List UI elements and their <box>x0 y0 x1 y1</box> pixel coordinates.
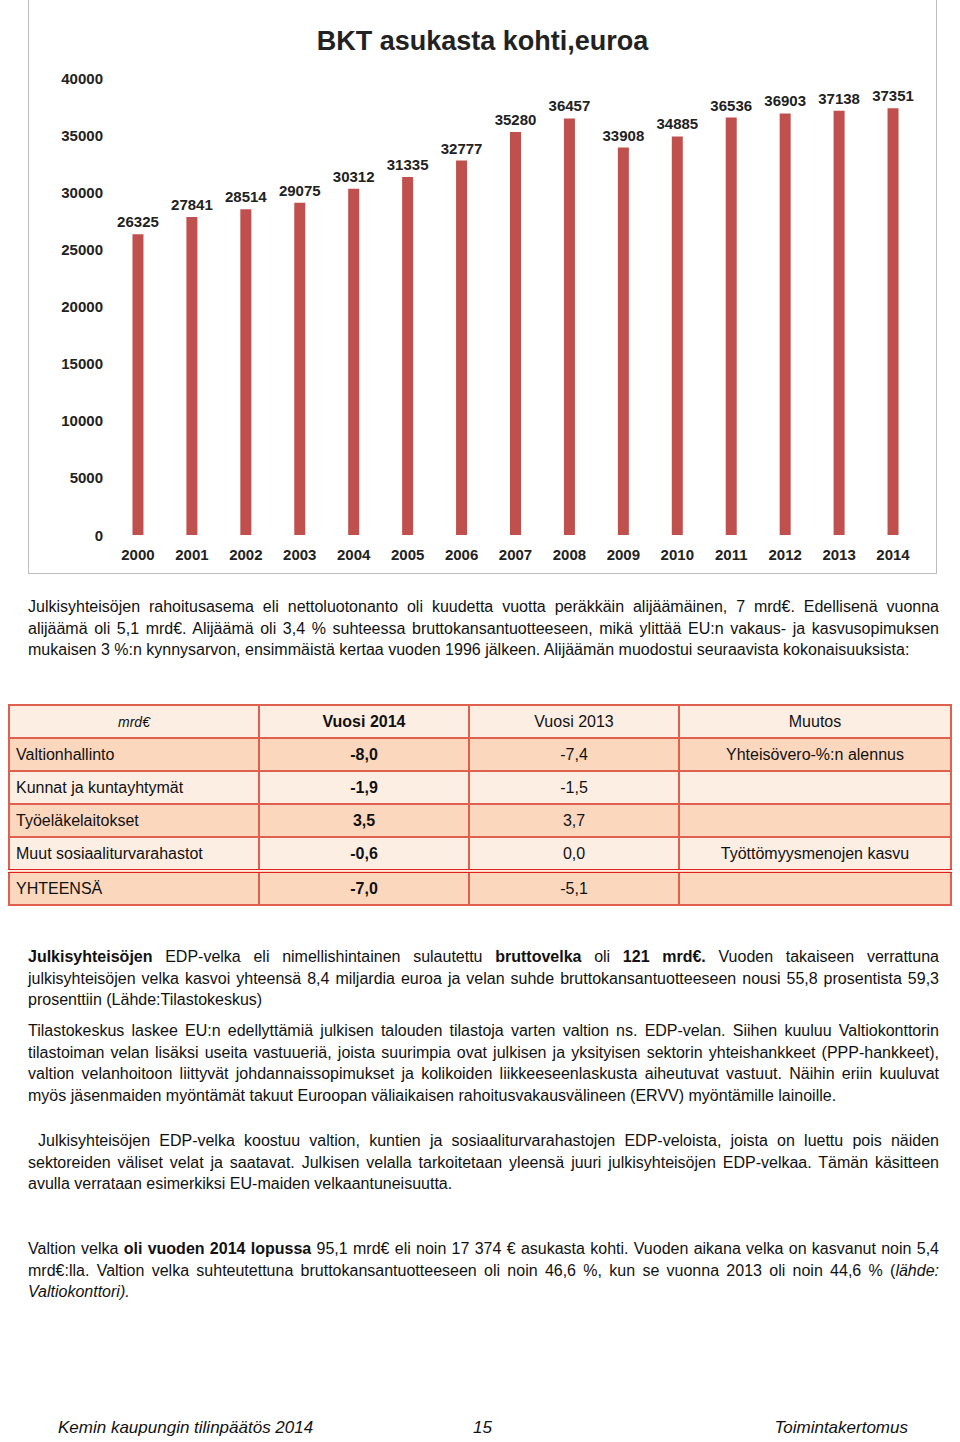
svg-text:BKT asukasta kohti,euroa: BKT asukasta kohti,euroa <box>317 26 650 56</box>
svg-text:27841: 27841 <box>171 196 213 213</box>
svg-text:2012: 2012 <box>768 546 801 563</box>
html-text:15: 15 <box>473 1418 492 1437</box>
svg-text:2000: 2000 <box>121 546 154 563</box>
svg-text:36903: 36903 <box>764 92 806 109</box>
html-text:-7,0: -7,0 <box>350 879 378 897</box>
svg-text:35280: 35280 <box>495 111 537 128</box>
html-text:Vuosi 2014: Vuosi 2014 <box>322 712 406 730</box>
svg-text:2005: 2005 <box>391 546 424 563</box>
html-text:Valtion velka oli vuoden 2014: Valtion velka oli vuoden 2014 lopussa 95… <box>28 1240 939 1301</box>
html-text:Tilastokeskus laskee EU:n edel: Tilastokeskus laskee EU:n edellyttämiä j… <box>28 1022 939 1105</box>
svg-text:2008: 2008 <box>553 546 586 563</box>
svg-text:2002: 2002 <box>229 546 262 563</box>
svg-text:34885: 34885 <box>656 115 698 132</box>
html-text:Kunnat ja kuntayhtymät: Kunnat ja kuntayhtymät <box>16 778 184 796</box>
svg-text:2006: 2006 <box>445 546 478 563</box>
svg-text:20000: 20000 <box>61 298 103 315</box>
svg-text:2007: 2007 <box>499 546 532 563</box>
svg-text:40000: 40000 <box>61 70 103 87</box>
svg-text:36536: 36536 <box>710 97 752 114</box>
html-text:Muut sosiaaliturvarahastot: Muut sosiaaliturvarahastot <box>16 844 203 862</box>
html-text:Työeläkelaitokset: Työeläkelaitokset <box>16 811 139 829</box>
html-text:Toimintakertomus: Toimintakertomus <box>774 1418 908 1437</box>
html-text:-0,6: -0,6 <box>350 844 378 862</box>
html-text:Työttömyysmenojen kasvu: Työttömyysmenojen kasvu <box>720 844 910 862</box>
html-text:Valtionhallinto: Valtionhallinto <box>16 745 115 763</box>
svg-text:33908: 33908 <box>603 127 645 144</box>
html-text:Julkisyhteisöjen rahoitusasema: Julkisyhteisöjen rahoitusasema eli netto… <box>28 598 939 659</box>
svg-text:5000: 5000 <box>70 469 103 486</box>
html-text:Julkisyhteisöjen EDP-velka eli: Julkisyhteisöjen EDP-velka eli nimellish… <box>28 948 939 1009</box>
svg-text:2003: 2003 <box>283 546 316 563</box>
svg-text:2014: 2014 <box>876 546 910 563</box>
svg-text:30312: 30312 <box>333 168 375 185</box>
html-text:0,0: 0,0 <box>562 844 586 862</box>
html-text:-1,9: -1,9 <box>350 778 378 796</box>
html-text:-7,4: -7,4 <box>560 745 588 763</box>
svg-text:0: 0 <box>95 527 103 544</box>
html-text:YHTEENSÄ: YHTEENSÄ <box>16 879 103 897</box>
html-text:Muutos: Muutos <box>788 712 842 730</box>
svg-text:2013: 2013 <box>822 546 855 563</box>
html-text:-8,0: -8,0 <box>350 745 378 763</box>
html-text:Yhteisövero-%:n alennus: Yhteisövero-%:n alennus <box>726 745 904 763</box>
html-text:3,7: 3,7 <box>562 811 586 829</box>
svg-text:26325: 26325 <box>117 213 159 230</box>
html-text:-5,1: -5,1 <box>560 879 588 897</box>
html-text:Vuosi 2013: Vuosi 2013 <box>534 712 614 730</box>
html-text:3,5: 3,5 <box>352 811 376 829</box>
svg-text:10000: 10000 <box>61 412 103 429</box>
html-text:mrd€: mrd€ <box>118 713 150 730</box>
svg-text:28514: 28514 <box>225 188 267 205</box>
svg-text:15000: 15000 <box>61 355 103 372</box>
svg-text:31335: 31335 <box>387 156 429 173</box>
html-text:Julkisyhteisöjen EDP-velka koo: Julkisyhteisöjen EDP-velka koostuu valti… <box>28 1132 939 1193</box>
svg-text:29075: 29075 <box>279 182 321 199</box>
svg-text:2004: 2004 <box>337 546 371 563</box>
svg-text:37138: 37138 <box>818 90 860 107</box>
svg-text:2001: 2001 <box>175 546 208 563</box>
svg-text:2011: 2011 <box>715 546 748 563</box>
svg-text:35000: 35000 <box>61 127 103 144</box>
svg-text:25000: 25000 <box>61 241 103 258</box>
svg-text:2010: 2010 <box>661 546 694 563</box>
svg-text:37351: 37351 <box>872 87 914 104</box>
svg-text:32777: 32777 <box>441 140 483 157</box>
svg-text:30000: 30000 <box>61 184 103 201</box>
svg-text:36457: 36457 <box>549 97 591 114</box>
svg-text:2009: 2009 <box>607 546 640 563</box>
html-text:-1,5: -1,5 <box>560 778 588 796</box>
html-text:Kemin kaupungin tilinpäätös 20: Kemin kaupungin tilinpäätös 2014 <box>58 1418 314 1437</box>
